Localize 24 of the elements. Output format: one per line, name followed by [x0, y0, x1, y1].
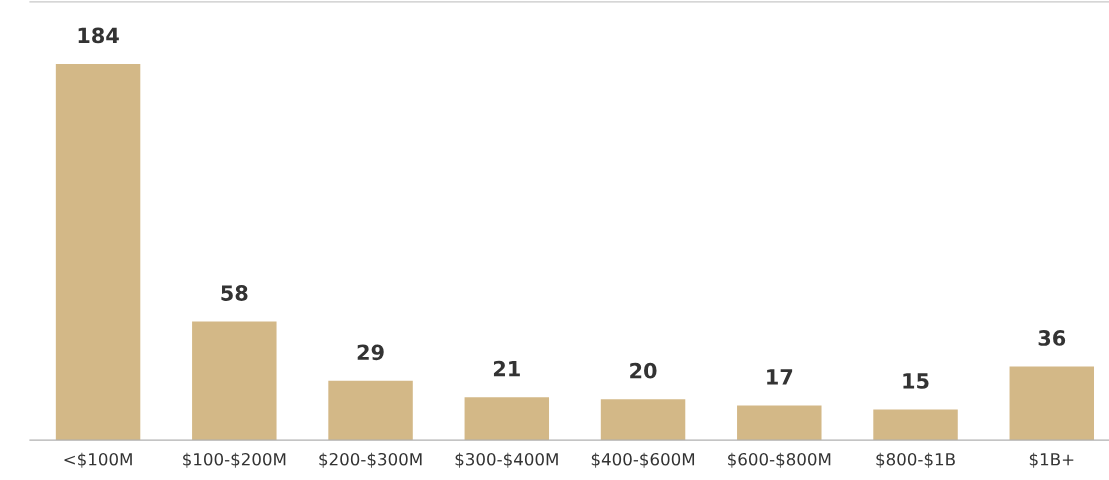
- data-label: 21: [493, 360, 520, 377]
- data-label: 36: [1038, 330, 1066, 346]
- x-tick-label: <$100M: [64, 452, 132, 468]
- bar: [600, 399, 686, 441]
- bar: [737, 405, 822, 441]
- x-tick-label: $100-$200M: [183, 452, 286, 468]
- bar: [1009, 366, 1095, 441]
- x-tick-label: $600-$800M: [728, 452, 831, 468]
- x-tick-label: $200-$300M: [319, 452, 422, 468]
- bar: [328, 380, 413, 441]
- bar: [55, 63, 141, 441]
- bar: [873, 409, 958, 441]
- x-tick-label: $1B+: [1029, 452, 1074, 468]
- x-tick-label: $800-$1B: [876, 452, 955, 468]
- x-tick-label: $400-$600M: [591, 452, 695, 468]
- data-label: 29: [357, 344, 384, 361]
- data-label: 20: [630, 362, 657, 379]
- data-label: 58: [221, 285, 248, 301]
- data-label: 15: [903, 373, 929, 389]
- bar: [464, 397, 550, 441]
- x-tick-label: $300-$400M: [455, 452, 558, 468]
- data-label: 184: [78, 27, 119, 44]
- bar: [192, 321, 277, 441]
- data-label: 17: [767, 369, 793, 385]
